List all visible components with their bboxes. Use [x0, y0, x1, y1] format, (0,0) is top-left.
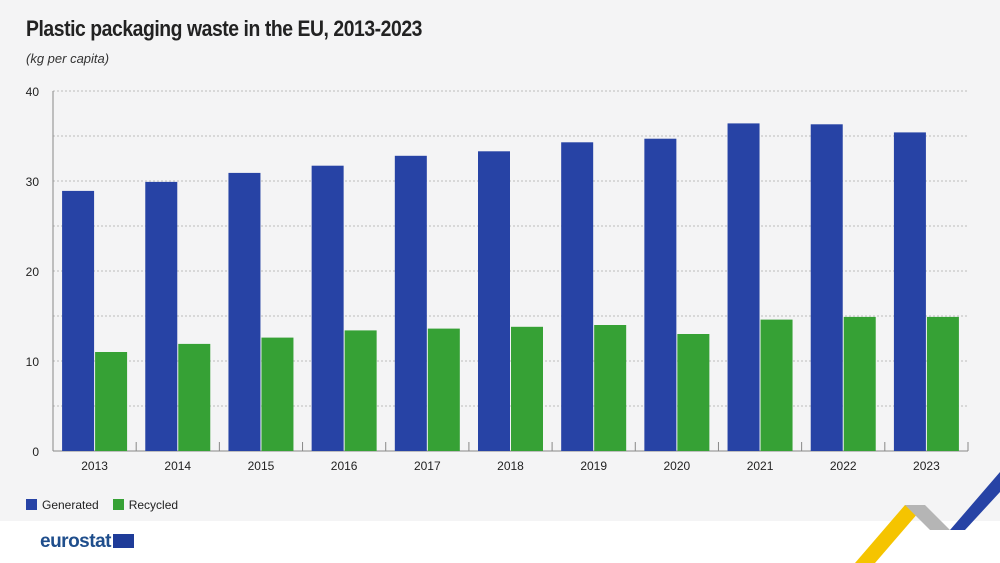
bar-recycled-2013 — [95, 352, 128, 451]
bar-generated-2013 — [62, 190, 95, 451]
y-tick-label: 30 — [26, 175, 40, 189]
legend-swatch-generated — [26, 499, 37, 510]
bar-generated-2023 — [893, 132, 926, 451]
x-tick-label: 2021 — [747, 459, 774, 473]
eurostat-logo: eurostat — [40, 531, 134, 553]
bar-recycled-2014 — [178, 343, 211, 451]
legend: Generated Recycled — [26, 498, 178, 512]
y-tick-label: 10 — [26, 355, 40, 369]
x-tick-label: 2017 — [414, 459, 441, 473]
bar-generated-2014 — [145, 181, 178, 451]
x-tick-label: 2020 — [664, 459, 691, 473]
bar-recycled-2017 — [427, 328, 460, 451]
bar-recycled-2016 — [344, 330, 377, 451]
bar-generated-2021 — [727, 123, 760, 452]
bar-recycled-2023 — [926, 316, 959, 451]
y-tick-label: 40 — [26, 85, 40, 99]
x-tick-label: 2019 — [580, 459, 607, 473]
bar-recycled-2019 — [594, 325, 627, 451]
logo-text: eurostat — [40, 531, 111, 552]
legend-label-recycled: Recycled — [128, 498, 179, 512]
chart-subtitle: (kg per capita) — [26, 51, 110, 66]
x-tick-label: 2023 — [913, 459, 940, 473]
bar-generated-2022 — [810, 124, 843, 452]
x-tick-label: 2016 — [331, 459, 358, 473]
bar-generated-2019 — [561, 142, 594, 452]
y-tick-label: 20 — [26, 265, 40, 279]
legend-label-generated: Generated — [42, 498, 99, 512]
x-tick-label: 2013 — [81, 459, 108, 473]
legend-item-generated: Generated — [26, 498, 99, 512]
x-tick-label: 2022 — [830, 459, 857, 473]
bar-generated-2020 — [644, 138, 677, 451]
legend-swatch-recycled — [112, 499, 124, 510]
bar-recycled-2015 — [261, 337, 294, 451]
x-tick-label: 2014 — [164, 459, 191, 473]
eu-flag-icon — [112, 534, 134, 548]
bar-recycled-2021 — [760, 319, 793, 451]
bar-recycled-2018 — [511, 326, 543, 451]
x-tick-label: 2018 — [497, 459, 524, 473]
legend-item-recycled: Recycled — [112, 498, 179, 512]
bar-generated-2016 — [311, 165, 344, 451]
x-tick-label: 2015 — [248, 459, 275, 473]
chart-title: Plastic packaging waste in the EU, 2013-… — [26, 16, 422, 41]
bar-recycled-2020 — [677, 334, 710, 451]
bar-generated-2018 — [478, 151, 510, 452]
bar-generated-2017 — [394, 155, 427, 452]
y-tick-label: 0 — [32, 445, 39, 459]
bar-generated-2015 — [228, 172, 261, 451]
bar-recycled-2022 — [843, 316, 876, 451]
footer — [0, 521, 1000, 563]
